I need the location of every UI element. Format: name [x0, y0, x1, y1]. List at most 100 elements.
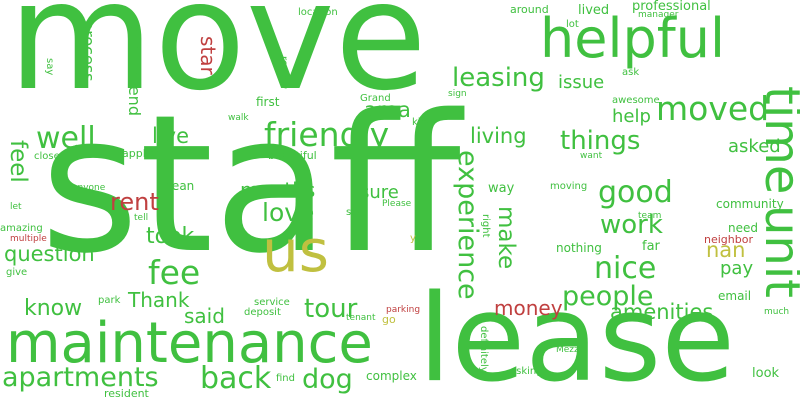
word-email: email: [718, 289, 752, 303]
word-park: park: [98, 295, 121, 306]
word-tell: tell: [134, 213, 149, 223]
word-friendly: friendly: [264, 115, 390, 154]
word-need: need: [728, 221, 758, 235]
word-took: took: [146, 224, 195, 249]
word-kind: kind: [412, 117, 434, 128]
word-much: much: [764, 307, 790, 317]
word-apartments: apartments: [2, 362, 159, 393]
word-money: money: [494, 296, 563, 320]
word-love: love: [262, 198, 315, 227]
word-community: community: [716, 197, 784, 211]
word-issue: issue: [558, 72, 605, 93]
word-Grand: Grand: [360, 93, 391, 104]
word-complex: complex: [366, 369, 417, 383]
word-location: location: [298, 7, 338, 18]
word-y: y: [410, 233, 416, 244]
word-far: far: [642, 239, 660, 254]
word-ask: ask: [622, 67, 640, 78]
word-walk: walk: [228, 113, 249, 123]
word-review: review: [278, 56, 289, 90]
word-see: see: [346, 207, 364, 218]
word-first: first: [256, 95, 280, 109]
word-team: team: [638, 211, 662, 221]
word-let: let: [10, 202, 22, 212]
word-asked: asked: [728, 136, 781, 157]
word-feel: feel: [5, 140, 31, 183]
word-clean: clean: [162, 179, 195, 193]
word-say: say: [44, 58, 55, 76]
word-leasing: leasing: [452, 63, 545, 93]
word-us: us: [262, 217, 329, 285]
word-said: said: [184, 304, 225, 328]
word-asking: asking: [510, 366, 543, 377]
word-back: back: [200, 361, 272, 396]
word-manager: manager: [638, 10, 679, 20]
word-deposit: deposit: [244, 307, 281, 318]
word-want: want: [580, 151, 603, 161]
word-lease: lease: [418, 270, 736, 400]
word-nothing: nothing: [556, 241, 602, 255]
word-amenities: amenities: [610, 300, 714, 324]
word-anyone: anyone: [72, 183, 106, 193]
word-staff: staff: [40, 74, 461, 295]
word-helpful: helpful: [540, 7, 725, 70]
word-well: well: [36, 121, 96, 156]
word-application: application: [122, 147, 183, 160]
word-maintenance: maintenance: [6, 311, 373, 376]
word-tour: tour: [304, 294, 358, 324]
word-make: make: [493, 206, 519, 270]
word-awesome: awesome: [612, 95, 660, 106]
word-moving: moving: [550, 181, 588, 192]
word-pay: pay: [720, 258, 754, 279]
word-nice: nice: [594, 251, 657, 286]
word-question: question: [4, 242, 95, 266]
word-beautiful: beautiful: [268, 149, 317, 162]
word-rent: rent: [110, 188, 159, 216]
word-Mezzo: Mezzo: [556, 345, 585, 355]
word-go: go: [382, 313, 396, 326]
word-know: know: [24, 296, 83, 321]
word-professional: professional: [632, 0, 711, 14]
word-around: around: [510, 3, 549, 16]
word-star: star: [196, 36, 220, 75]
word-things: things: [560, 126, 641, 156]
word-Please: Please: [382, 199, 412, 209]
word-months: months: [240, 178, 316, 202]
word-dog: dog: [302, 364, 353, 395]
word-live: live: [152, 124, 190, 148]
word-right: right: [480, 214, 491, 238]
word-move: move: [8, 0, 427, 124]
word-lot: lot: [566, 19, 579, 30]
word-good: good: [598, 175, 673, 210]
word-sign: sign: [448, 89, 467, 99]
word-area: area: [364, 98, 411, 122]
word-parking: parking: [386, 305, 421, 315]
word-multiple: multiple: [10, 234, 47, 244]
word-close: close: [34, 151, 60, 162]
word-sure: sure: [360, 182, 399, 203]
word-find: find: [276, 373, 295, 384]
word-look: look: [752, 366, 780, 381]
word-living: living: [470, 124, 527, 148]
word-way: way: [488, 181, 515, 196]
word-give: give: [6, 267, 28, 278]
word-fee: fee: [148, 253, 201, 292]
word-experience: experience: [452, 150, 483, 300]
word-unit: unit: [754, 205, 800, 298]
word-lived: lived: [578, 3, 610, 18]
word-definitely: definitely: [478, 326, 489, 373]
word-recommend: recommend: [125, 20, 144, 116]
word-amazing: amazing: [0, 223, 43, 234]
word-process: process: [79, 20, 98, 82]
word-service: service: [254, 297, 290, 308]
word-people: people: [562, 281, 654, 312]
word-tenant: tenant: [346, 313, 376, 323]
word-work: work: [600, 210, 663, 240]
word-neighbor: neighbor: [704, 233, 753, 246]
word-moved: moved: [656, 89, 770, 128]
word-Thank: Thank: [128, 288, 190, 312]
word-resident: resident: [104, 387, 149, 400]
word-time: time: [754, 86, 800, 195]
word-nan: nan: [706, 238, 746, 262]
